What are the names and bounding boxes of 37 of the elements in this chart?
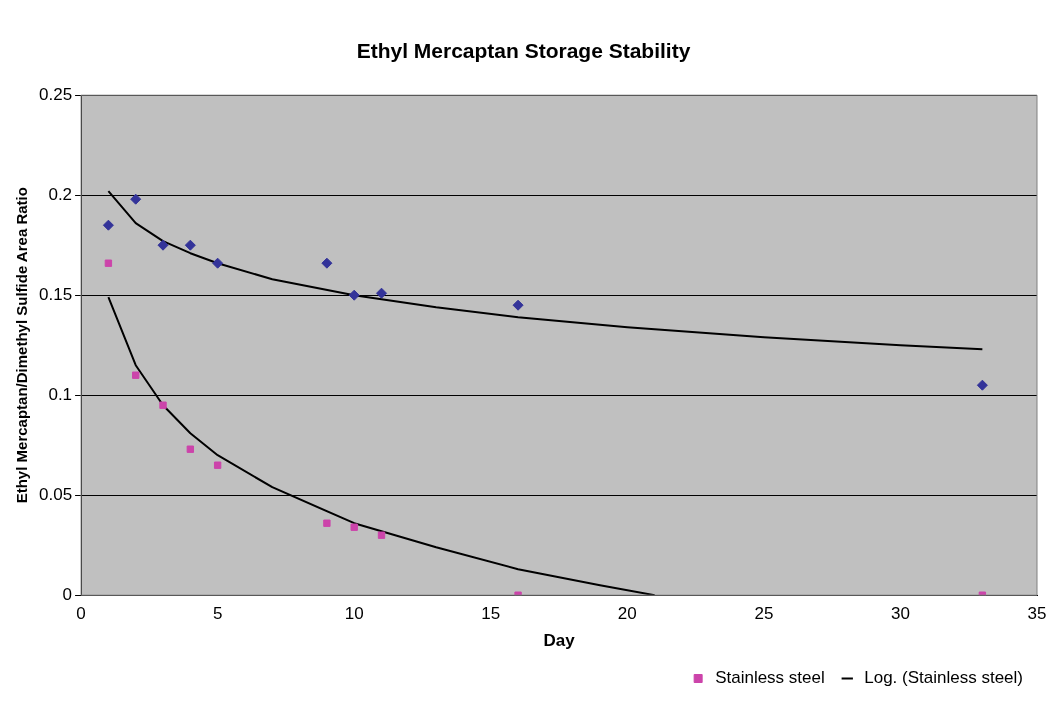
y-tick-label: 0 bbox=[62, 584, 73, 604]
y-tick-label: 0.1 bbox=[48, 384, 73, 404]
x-tick-label: 30 bbox=[890, 604, 910, 624]
point bbox=[186, 445, 195, 453]
point bbox=[376, 287, 388, 299]
point bbox=[213, 461, 222, 469]
point bbox=[159, 401, 167, 409]
y-tick-label: 0.25 bbox=[38, 84, 73, 104]
point bbox=[323, 519, 331, 527]
point bbox=[348, 289, 360, 301]
x-tick-label: 20 bbox=[617, 604, 637, 624]
x-tick-label: 35 bbox=[1027, 604, 1047, 624]
x-tick-label: 15 bbox=[481, 604, 501, 624]
point bbox=[350, 523, 358, 531]
y-axis-title: Ethyl Mercaptan/Dimethyl Sulfide Area Ratio bbox=[13, 187, 31, 504]
x-axis-title: Day bbox=[543, 631, 576, 651]
y-tick-label: 0.05 bbox=[38, 484, 73, 504]
point bbox=[104, 259, 113, 267]
point bbox=[132, 371, 140, 379]
chart-title: Ethyl Mercaptan Storage Stability bbox=[356, 39, 691, 63]
legend-label: Stainless steel bbox=[715, 668, 825, 688]
point bbox=[377, 531, 386, 539]
point bbox=[321, 257, 333, 269]
point bbox=[130, 193, 142, 205]
point bbox=[157, 239, 169, 251]
point bbox=[512, 299, 524, 311]
point bbox=[102, 219, 114, 231]
x-tick-label: 10 bbox=[344, 604, 364, 624]
point bbox=[184, 239, 196, 251]
y-tick-label: 0.2 bbox=[48, 184, 73, 204]
point bbox=[212, 257, 224, 269]
x-tick-label: 5 bbox=[212, 604, 223, 624]
legend-label: Log. (Stainless steel) bbox=[864, 668, 1024, 688]
x-tick-label: 0 bbox=[76, 604, 86, 624]
x-tick-label: 25 bbox=[754, 604, 774, 624]
y-tick-label: 0.15 bbox=[38, 284, 73, 304]
point bbox=[976, 379, 988, 391]
